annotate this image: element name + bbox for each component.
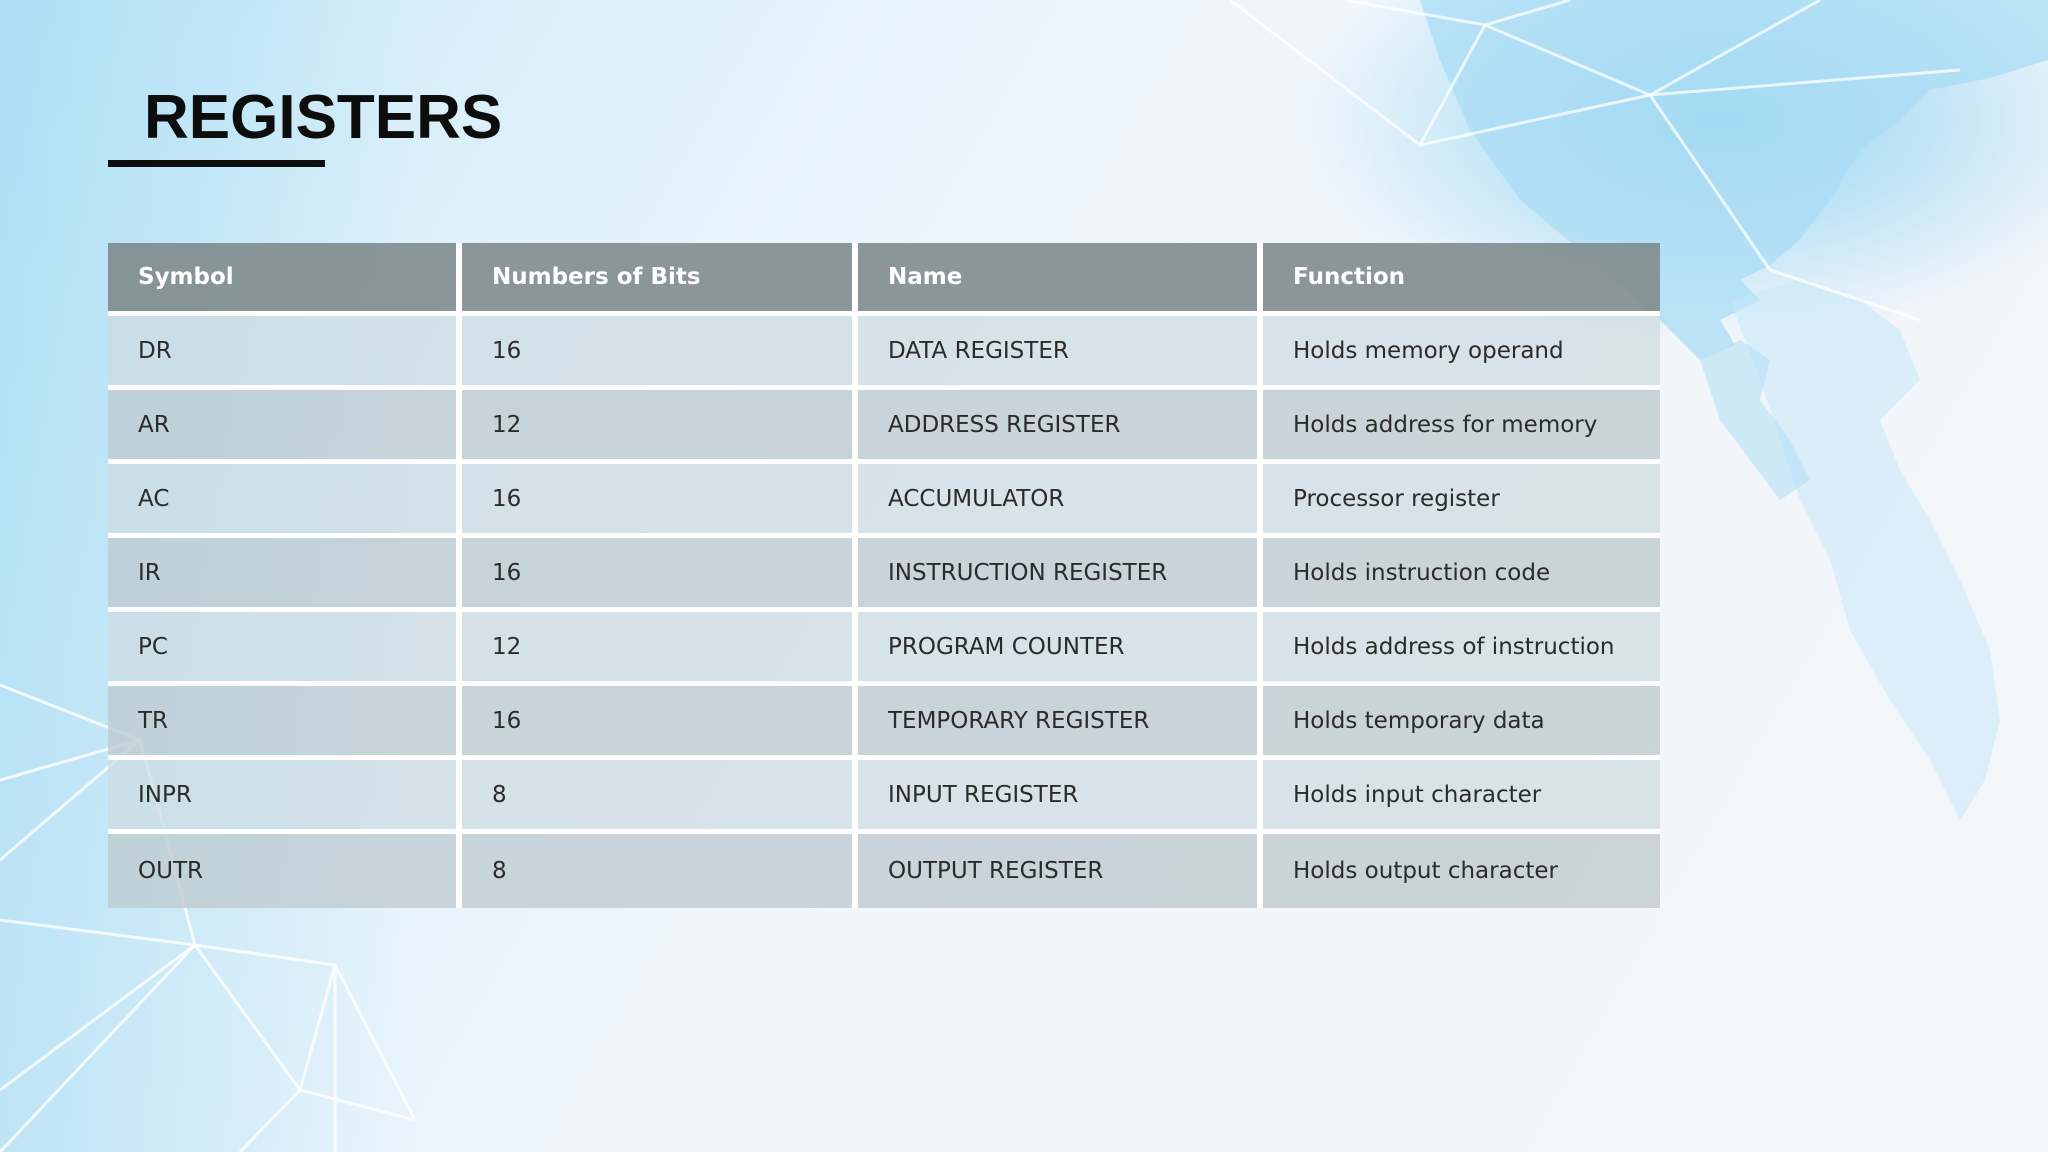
cell-bits: 16 xyxy=(462,538,858,612)
table-row: INPR 8 INPUT REGISTER Holds input charac… xyxy=(108,760,1660,834)
header-symbol: Symbol xyxy=(108,243,462,316)
cell-function: Holds memory operand xyxy=(1263,316,1660,390)
header-bits: Numbers of Bits xyxy=(462,243,858,316)
cell-bits: 12 xyxy=(462,612,858,686)
network-lines-top xyxy=(1229,0,1961,322)
table-row: TR 16 TEMPORARY REGISTER Holds temporary… xyxy=(108,686,1660,760)
table-row: AR 12 ADDRESS REGISTER Holds address for… xyxy=(108,390,1660,464)
registers-table: Symbol Numbers of Bits Name Function DR … xyxy=(108,243,1660,908)
cell-symbol: PC xyxy=(108,612,462,686)
header-function: Function xyxy=(1263,243,1660,316)
cell-name: ADDRESS REGISTER xyxy=(858,390,1263,464)
table-header-row: Symbol Numbers of Bits Name Function xyxy=(108,243,1660,316)
cell-function: Holds instruction code xyxy=(1263,538,1660,612)
cell-bits: 8 xyxy=(462,834,858,908)
cell-bits: 16 xyxy=(462,464,858,538)
cell-bits: 8 xyxy=(462,760,858,834)
page-title: REGISTERS xyxy=(144,83,503,152)
cell-function: Holds temporary data xyxy=(1263,686,1660,760)
cell-symbol: AC xyxy=(108,464,462,538)
cell-function: Holds input character xyxy=(1263,760,1660,834)
cell-function: Holds address for memory xyxy=(1263,390,1660,464)
cell-symbol: OUTR xyxy=(108,834,462,908)
cell-name: OUTPUT REGISTER xyxy=(858,834,1263,908)
cell-function: Processor register xyxy=(1263,464,1660,538)
cell-symbol: AR xyxy=(108,390,462,464)
cell-name: PROGRAM COUNTER xyxy=(858,612,1263,686)
cell-name: ACCUMULATOR xyxy=(858,464,1263,538)
cell-symbol: IR xyxy=(108,538,462,612)
cell-bits: 16 xyxy=(462,316,858,390)
cell-bits: 16 xyxy=(462,686,858,760)
cell-name: DATA REGISTER xyxy=(858,316,1263,390)
table-row: OUTR 8 OUTPUT REGISTER Holds output char… xyxy=(108,834,1660,908)
header-name: Name xyxy=(858,243,1263,316)
cell-bits: 12 xyxy=(462,390,858,464)
cell-symbol: DR xyxy=(108,316,462,390)
cell-name: INPUT REGISTER xyxy=(858,760,1263,834)
cell-function: Holds output character xyxy=(1263,834,1660,908)
cell-name: TEMPORARY REGISTER xyxy=(858,686,1263,760)
cell-function: Holds address of instruction xyxy=(1263,612,1660,686)
table-row: AC 16 ACCUMULATOR Processor register xyxy=(108,464,1660,538)
table-row: PC 12 PROGRAM COUNTER Holds address of i… xyxy=(108,612,1660,686)
cell-symbol: INPR xyxy=(108,760,462,834)
cell-name: INSTRUCTION REGISTER xyxy=(858,538,1263,612)
table-row: IR 16 INSTRUCTION REGISTER Holds instruc… xyxy=(108,538,1660,612)
table-row: DR 16 DATA REGISTER Holds memory operand xyxy=(108,316,1660,390)
title-underline xyxy=(108,160,325,167)
cell-symbol: TR xyxy=(108,686,462,760)
